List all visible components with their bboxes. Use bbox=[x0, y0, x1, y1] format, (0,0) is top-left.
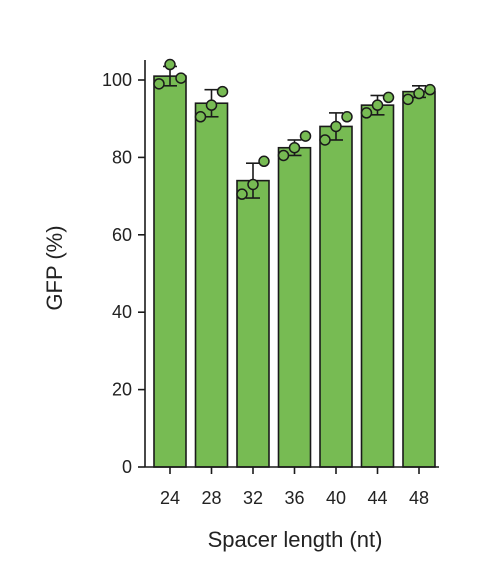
bar-28 bbox=[194, 102, 229, 468]
x-tick-label-24: 24 bbox=[160, 488, 180, 508]
data-point-28-2 bbox=[205, 99, 218, 111]
bar-36 bbox=[277, 146, 312, 468]
data-point-48-1 bbox=[402, 93, 414, 106]
data-point-40-2 bbox=[330, 120, 342, 133]
data-point-24-2 bbox=[164, 58, 176, 71]
x-tick-label-28: 28 bbox=[201, 488, 221, 508]
x-axis-title: Spacer length (nt) bbox=[208, 527, 383, 552]
data-point-32-3 bbox=[258, 155, 270, 168]
bar-24 bbox=[153, 75, 187, 468]
bars-group bbox=[153, 75, 436, 468]
data-point-24-1 bbox=[153, 78, 165, 90]
x-tick-label-32: 32 bbox=[243, 488, 263, 508]
points-group bbox=[153, 58, 436, 200]
data-point-40-3 bbox=[341, 111, 353, 123]
y-tick-label-80: 80 bbox=[112, 147, 132, 167]
y-axis-title: GFP (%) bbox=[42, 225, 67, 310]
data-point-24-3 bbox=[175, 72, 187, 84]
y-tick-label-100: 100 bbox=[102, 70, 132, 90]
data-point-36-2 bbox=[288, 141, 301, 154]
data-point-44-3 bbox=[382, 91, 395, 104]
axes-group: 24 28 32 36 40 44 48 0 20 40 60 80 100 bbox=[102, 60, 439, 508]
data-point-44-1 bbox=[360, 107, 373, 119]
data-point-48-2 bbox=[413, 87, 425, 100]
y-tick-label-20: 20 bbox=[112, 380, 132, 400]
data-point-36-3 bbox=[299, 130, 312, 142]
bar-40 bbox=[319, 125, 353, 468]
y-tick-label-60: 60 bbox=[112, 225, 132, 245]
y-tick-label-40: 40 bbox=[112, 302, 132, 322]
x-tick-label-48: 48 bbox=[409, 488, 429, 508]
bar-44 bbox=[360, 104, 395, 468]
data-point-40-1 bbox=[319, 134, 331, 146]
bar-32 bbox=[236, 179, 270, 468]
data-point-32-1 bbox=[236, 188, 248, 200]
data-point-36-1 bbox=[277, 149, 290, 162]
y-tick-label-0: 0 bbox=[122, 457, 132, 477]
x-tick-label-40: 40 bbox=[326, 488, 346, 508]
data-point-48-3 bbox=[424, 83, 436, 96]
data-point-28-1 bbox=[194, 111, 207, 123]
x-tick-label-44: 44 bbox=[367, 488, 387, 508]
data-point-44-2 bbox=[371, 99, 384, 111]
data-point-28-3 bbox=[216, 85, 229, 98]
x-tick-label-36: 36 bbox=[284, 488, 304, 508]
data-point-32-2 bbox=[247, 178, 259, 191]
bar-48 bbox=[402, 90, 436, 468]
